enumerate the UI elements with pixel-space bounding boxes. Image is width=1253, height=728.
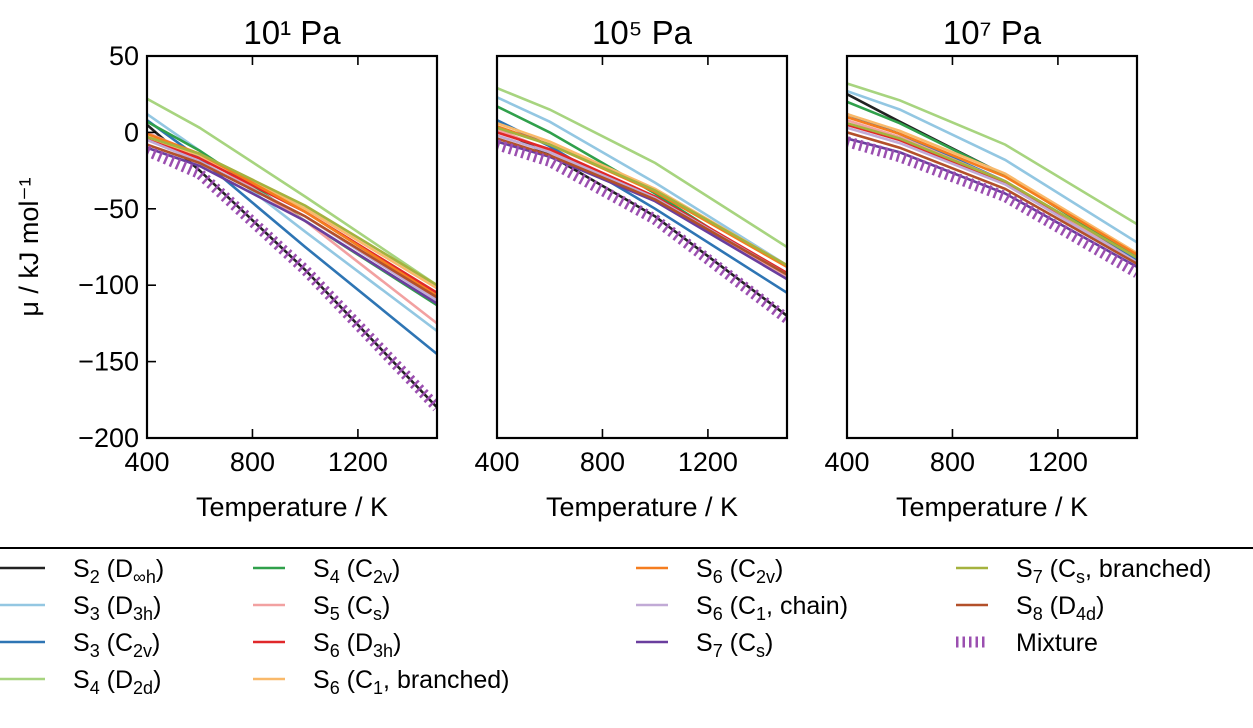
series-line-s6-c2v [847, 115, 1137, 256]
series-line-s7-cs [497, 140, 787, 281]
plot-frame [145, 54, 439, 440]
plot-frame [495, 54, 789, 440]
x-tick-label: 800 [930, 447, 975, 477]
series-line-mixture [497, 139, 787, 324]
series-line-s8-d4d [147, 143, 437, 299]
series-line-s7-cs-branched [497, 126, 787, 267]
y-tick-label: −200 [78, 423, 139, 453]
legend-label: S3 (D3h) [73, 592, 161, 624]
legend-entry: S6 (D3h) [253, 629, 401, 661]
series-line-s7-cs-branched [847, 121, 1137, 259]
legend-label: S3 (C2v) [73, 629, 160, 661]
x-tick-label: 1200 [678, 447, 738, 477]
legend-label: S8 (D4d) [1016, 592, 1104, 624]
x-tick-label: 400 [124, 447, 169, 477]
legend-entry: S3 (C2v) [0, 629, 160, 661]
legend-label: S6 (C2v) [696, 555, 783, 587]
y-tick-label: −150 [78, 347, 139, 377]
chart-panel-1: 400 800 1200 50 0 −50 −100 −150 −200 10¹ Pa Temper… [14, 14, 439, 522]
legend-label: S4 (D2d) [73, 666, 161, 698]
series-line-s6-c1-chain [847, 126, 1137, 264]
legend-label: Mixture [1016, 629, 1098, 657]
legend-entry: S7 (Cs) [636, 629, 773, 661]
legend-label: S7 (Cs, branched) [1016, 555, 1212, 587]
legend-entry: S4 (D2d) [0, 666, 161, 698]
series-group [497, 86, 787, 324]
y-tick-label: −100 [78, 270, 139, 300]
legend-label: S6 (C1, branched) [313, 666, 510, 698]
chart-panel-2: 400 800 1200 10⁵ Pa Temperature / K [474, 14, 789, 522]
series-line-s8-d4d [497, 137, 787, 276]
series-line-s3-d3h [147, 113, 437, 333]
legend-entry: S2 (D∞h) [0, 555, 164, 587]
y-tick-label: 0 [124, 117, 139, 147]
x-axis-label: Temperature / K [896, 492, 1088, 522]
panel-title: 10⁷ Pa [943, 14, 1042, 51]
series-line-s7-cs [147, 146, 437, 305]
series-line-s3-d3h [847, 89, 1137, 244]
legend-label: S5 (Cs) [313, 592, 390, 624]
legend-entry: S6 (C2v) [636, 555, 783, 587]
x-tick-label: 1200 [328, 447, 388, 477]
legend-entry: Mixture [956, 629, 1098, 657]
y-tick-label: −50 [93, 194, 139, 224]
series-group [847, 82, 1137, 278]
legend-label: S4 (C2v) [313, 555, 400, 587]
y-axis-label: μ / kJ mol⁻¹ [14, 177, 44, 316]
series-line-s4-d2d [847, 82, 1137, 226]
legend-entry: S8 (D4d) [956, 592, 1104, 624]
legend-entry: S6 (C1, chain) [636, 592, 848, 624]
plot-frame [845, 54, 1139, 440]
x-tick-label: 400 [474, 447, 519, 477]
series-line-s7-cs-branched [147, 135, 437, 287]
legend-label: S6 (C1, chain) [696, 592, 848, 624]
legend: S2 (D∞h) S3 (D3h) S3 (C2v) S4 (D2d) S4 (C2v)… [0, 555, 1212, 698]
legend-entry: S7 (Cs, branched) [956, 555, 1212, 587]
series-line-s4-d2d [497, 86, 787, 249]
series-group [147, 97, 437, 412]
legend-label: S2 (D∞h) [73, 555, 164, 587]
legend-entry: S6 (C1, branched) [253, 666, 510, 698]
series-line-s6-c1-branched [847, 112, 1137, 255]
series-line-mixture [847, 136, 1137, 278]
legend-label: S7 (Cs) [696, 629, 773, 661]
series-line-s3-d3h [497, 96, 787, 267]
x-tick-label: 400 [824, 447, 869, 477]
panel-title: 10¹ Pa [243, 14, 341, 51]
x-tick-label: 1200 [1028, 447, 1088, 477]
series-line-s8-d4d [847, 131, 1137, 265]
series-line-s3-c2v [147, 119, 437, 356]
legend-entry: S3 (D3h) [0, 592, 161, 624]
series-line-s4-d2d [147, 97, 437, 287]
chart-panels: 400 800 1200 50 0 −50 −100 −150 −200 10¹ Pa Temper… [14, 14, 1139, 522]
x-axis-label: Temperature / K [196, 492, 388, 522]
y-tick-label: 50 [109, 41, 139, 71]
legend-entry: S4 (C2v) [253, 555, 400, 587]
x-tick-label: 800 [580, 447, 625, 477]
panel-title: 10⁵ Pa [592, 14, 693, 51]
legend-label: S6 (D3h) [313, 629, 401, 661]
chart-panel-3: 400 800 1200 10⁷ Pa Temperature / K [824, 14, 1139, 522]
x-axis-label: Temperature / K [546, 492, 738, 522]
x-tick-label: 800 [230, 447, 275, 477]
series-line-mixture [147, 145, 437, 412]
legend-entry: S5 (Cs) [253, 592, 390, 624]
